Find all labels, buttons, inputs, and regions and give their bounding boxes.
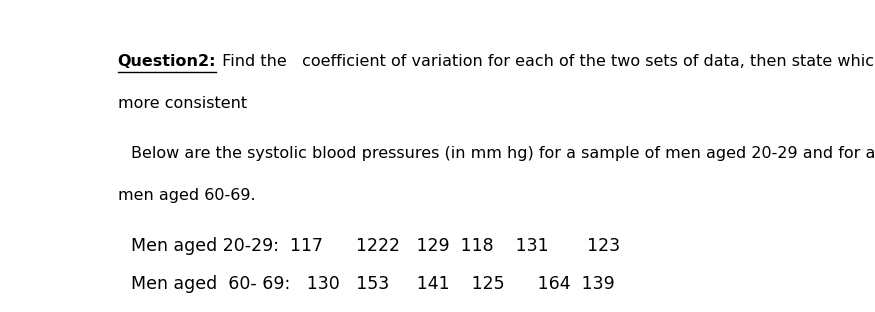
Text: Find the   coefficient of variation for each of the two sets of data, then state: Find the coefficient of variation for ea…	[217, 54, 875, 69]
Text: Below are the systolic blood pressures (in mm hg) for a sample of men aged 20-29: Below are the systolic blood pressures (…	[131, 145, 875, 161]
Text: men aged 60-69.: men aged 60-69.	[117, 188, 255, 202]
Text: more consistent: more consistent	[117, 96, 247, 111]
Text: Question2:: Question2:	[117, 54, 216, 69]
Text: Men aged 20-29:  117      1222   129  118    131       123: Men aged 20-29: 117 1222 129 118 131 123	[131, 237, 620, 255]
Text: Men aged  60- 69:   130   153     141    125      164  139: Men aged 60- 69: 130 153 141 125 164 139	[131, 275, 615, 293]
